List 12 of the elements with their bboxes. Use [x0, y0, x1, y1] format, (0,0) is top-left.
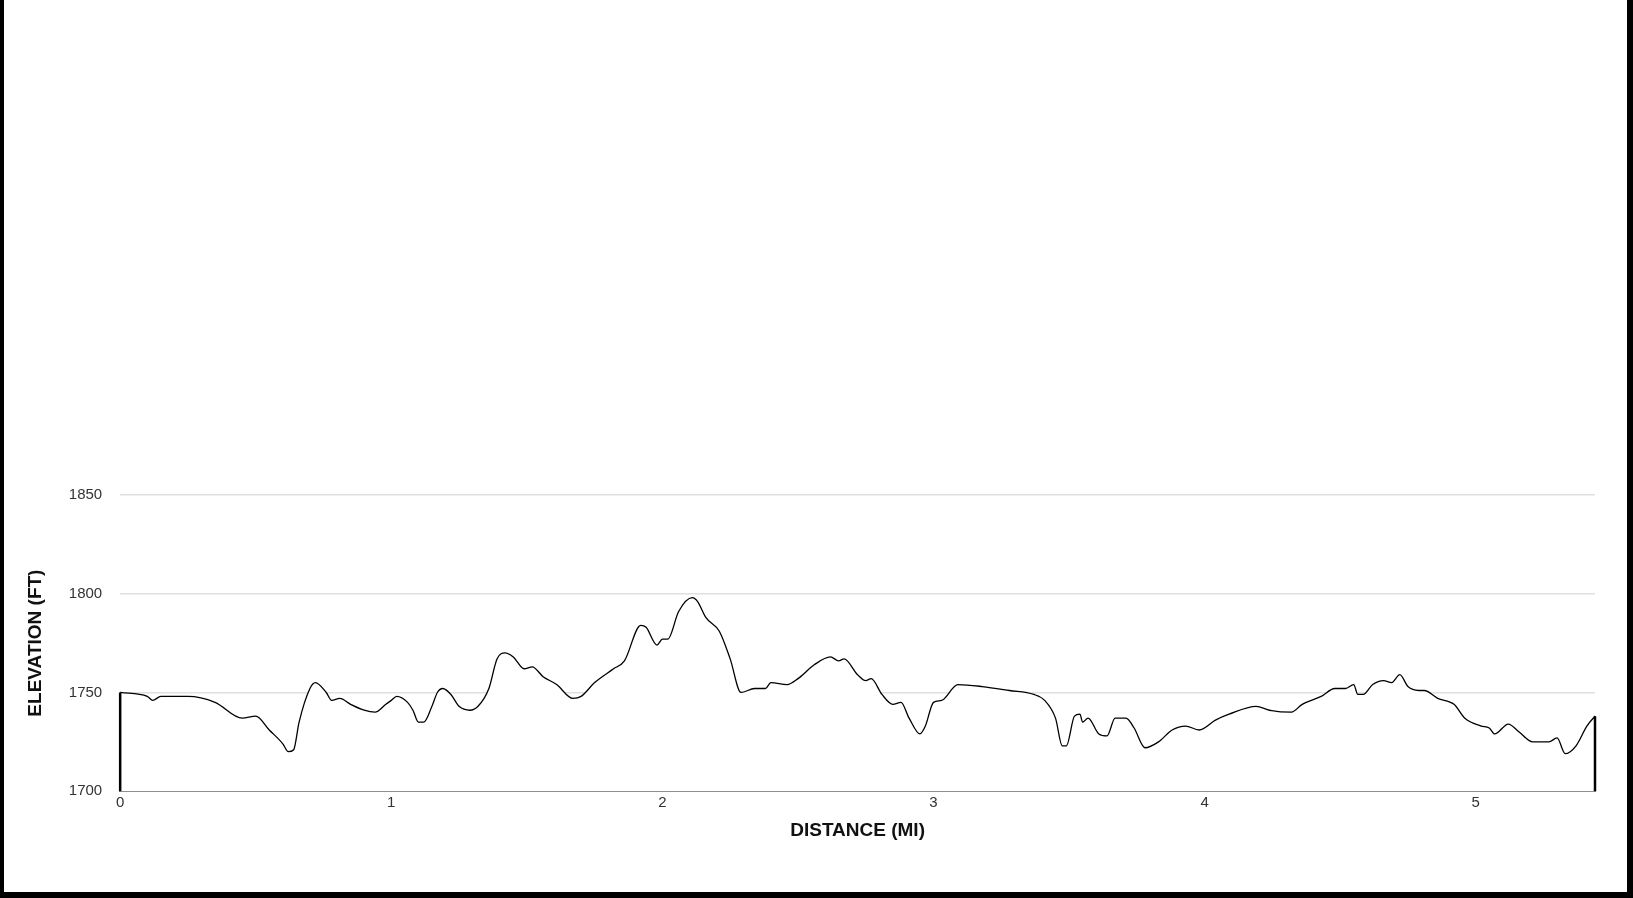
x-axis-title: DISTANCE (MI) — [790, 818, 925, 840]
y-tick-label: 1850 — [68, 485, 103, 503]
y-tick-label: 1750 — [68, 682, 103, 700]
x-tick-label: 1 — [387, 793, 396, 811]
y-axis-title: ELEVATION (FT) — [23, 569, 45, 717]
x-tick-label: 3 — [929, 793, 938, 811]
x-tick-label: 4 — [1200, 793, 1209, 811]
y-tick-label: 1800 — [68, 583, 103, 601]
x-tick-label: 5 — [1471, 793, 1480, 811]
y-tick-label: 1700 — [68, 781, 103, 799]
x-tick-label: 2 — [658, 793, 667, 811]
x-tick-label: 0 — [116, 793, 125, 811]
